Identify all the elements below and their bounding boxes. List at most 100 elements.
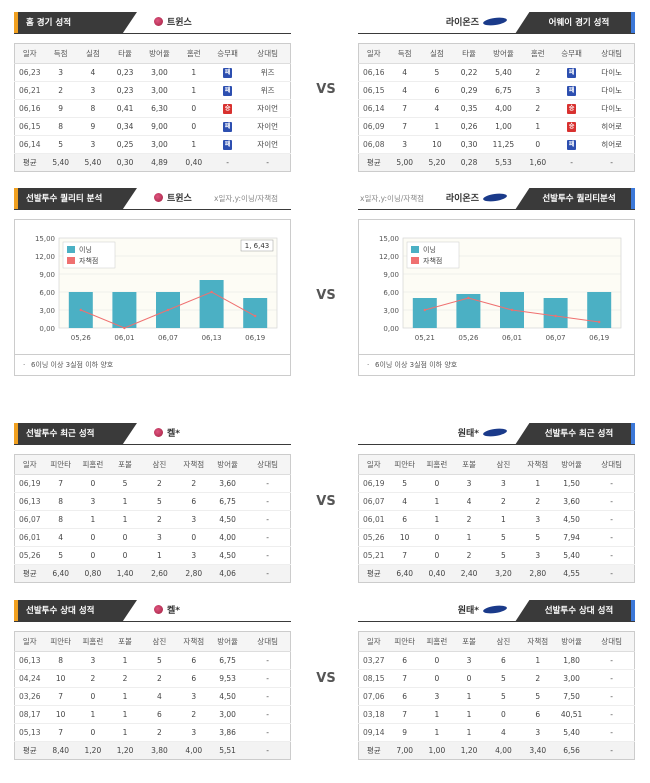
table-cell: -: [245, 510, 291, 529]
table-cell: -: [245, 492, 291, 511]
table-cell: 06,15: [358, 81, 389, 100]
innings-bar: [243, 298, 268, 328]
quality-analysis-panel: 선발투수 퀄리티 분석 트윈스 x일자,y:이닝/자책점 0,00 3,00 6,0…: [14, 188, 291, 376]
column-header: 상대팀: [245, 631, 291, 652]
column-header: 상대팀: [245, 454, 291, 475]
table-cell: 1: [420, 510, 453, 529]
column-header: 자책점: [521, 631, 554, 652]
panel-header: 선발투수 상대 성적 켈*: [14, 600, 291, 622]
table-cell: 1: [108, 510, 142, 529]
table-cell: 11,25: [485, 135, 522, 154]
y-tick-label: 12,00: [35, 253, 55, 261]
table-cell: 2: [141, 723, 178, 742]
table-cell: 05,21: [358, 546, 389, 565]
panel-tab-title: 선발투수 퀄리티분석: [515, 188, 635, 210]
column-header: 피안타: [388, 631, 421, 652]
table-cell: 3: [452, 651, 486, 670]
table-cell: 1: [521, 117, 554, 136]
column-header: 포볼: [452, 454, 486, 475]
table-cell: 4: [44, 528, 77, 547]
table-row: 09,14 9 1 1 4 3 5,40-: [358, 723, 635, 742]
table-cell: 패: [209, 63, 246, 82]
column-header: 홈런: [521, 43, 554, 64]
table-cell: 3: [452, 474, 486, 493]
table-cell: 1: [452, 705, 486, 724]
column-header: 자책점: [521, 454, 554, 475]
table-cell: 3: [521, 510, 554, 529]
x-tick-label: 06,13: [202, 334, 222, 342]
average-cell: 0,40: [177, 153, 210, 172]
table-cell: 0,34: [108, 117, 142, 136]
column-header: 자책점: [177, 631, 210, 652]
table-header-row: 일자 피안타 피홈런 포볼 삼진 자책점 방어율 상대팀: [14, 454, 291, 475]
table-cell: 03,27: [358, 651, 389, 670]
table-cell: 패: [209, 117, 246, 136]
table-row: 06,01 6 1 2 1 3 4,50-: [358, 510, 635, 529]
table-cell: 1: [420, 705, 453, 724]
table-row: 06,08 3 10 0,30 11,25 0 패 히어로: [358, 135, 635, 154]
table-cell: 3: [141, 528, 178, 547]
table-cell: -: [245, 546, 291, 565]
column-header: 승무패: [553, 43, 590, 64]
table-cell: 5,40: [485, 63, 522, 82]
table-cell: 4,50: [209, 510, 246, 529]
panel-header: 홈 경기 성적 트윈스: [14, 12, 291, 34]
average-cell: -: [553, 153, 590, 172]
table-cell: 7: [44, 687, 77, 706]
average-cell: -: [245, 564, 291, 583]
table-cell: 1: [420, 492, 453, 511]
vs-label: VS: [316, 671, 336, 686]
table-cell: 9: [388, 723, 421, 742]
table-cell: 2: [521, 669, 554, 688]
table-cell: 1: [76, 510, 109, 529]
earned-runs-point: [554, 314, 557, 318]
table-cell: 3: [76, 492, 109, 511]
average-cell: 4,55: [553, 564, 590, 583]
y-tick-label: 6,00: [383, 289, 399, 297]
average-cell: -: [245, 741, 291, 760]
column-header: 방어율: [209, 631, 246, 652]
average-cell: 4,00: [485, 741, 522, 760]
table-cell: 4: [141, 687, 178, 706]
table-row: 06,13 8 3 1 5 6 6,75-: [14, 651, 291, 670]
table-cell: -: [245, 474, 291, 493]
axis-description: x일자,y:이닝/자책점: [214, 194, 279, 203]
column-header: 피홈런: [420, 631, 453, 652]
table-cell: 3: [177, 687, 210, 706]
table-cell: 3: [44, 63, 77, 82]
table-cell: 06,09: [358, 117, 389, 136]
quality-chart: 0,00 3,00 6,00 9,00 12,00 15,00 05,21 05,26 06,0…: [358, 219, 635, 355]
vs-label: VS: [316, 494, 336, 509]
x-tick-label: 06,01: [114, 334, 134, 342]
table-cell: 9,00: [141, 117, 178, 136]
table-cell: 06,19: [358, 474, 389, 493]
table-cell: 04,24: [14, 669, 45, 688]
column-header: 피홈런: [76, 454, 109, 475]
column-header: 포볼: [108, 454, 142, 475]
away-record-panel: 라이온즈 어웨이 경기 성적 일자 득점 실점 타율 방어율 홈런 승무패 상대팀 06,16 4…: [358, 12, 635, 172]
table-cell: 06,16: [14, 99, 45, 118]
legend-swatch-earned-runs: [411, 257, 419, 264]
earned-runs-point: [123, 326, 126, 330]
table-cell: 0: [108, 546, 142, 565]
panel-tab-title: 선발투수 상대 성적: [515, 600, 635, 622]
x-tick-label: 05,21: [415, 334, 435, 342]
table-cell: 0: [177, 528, 210, 547]
earned-runs-point: [210, 290, 213, 294]
table-cell: 5: [485, 528, 522, 547]
table-cell: 1: [177, 135, 210, 154]
pitcher-versus-panel: 원태* 선발투수 상대 성적 일자 피안타 피홈런 포볼 삼진 자책점 방어율 상대팀 03,2…: [358, 600, 635, 760]
table-row: 06,19 7 0 5 2 2 3,60-: [14, 474, 291, 493]
column-header: 일자: [358, 454, 389, 475]
column-header: 자책점: [177, 454, 210, 475]
earned-runs-point: [598, 320, 601, 324]
column-header: 홈런: [177, 43, 210, 64]
column-header: 방어율: [141, 43, 178, 64]
table-cell: -: [589, 687, 635, 706]
table-cell: -: [589, 528, 635, 547]
table-row: 06,15 8 9 0,34 9,00 0 패 자이언: [14, 117, 291, 136]
table-cell: 4,00: [485, 99, 522, 118]
table-cell: 4: [76, 63, 109, 82]
